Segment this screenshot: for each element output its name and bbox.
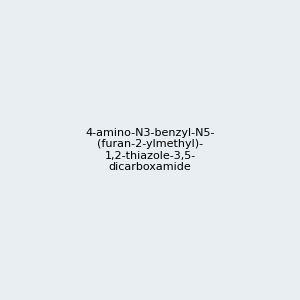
Text: 4-amino-N3-benzyl-N5-
(furan-2-ylmethyl)-
1,2-thiazole-3,5-
dicarboxamide: 4-amino-N3-benzyl-N5- (furan-2-ylmethyl)… [85,128,215,172]
